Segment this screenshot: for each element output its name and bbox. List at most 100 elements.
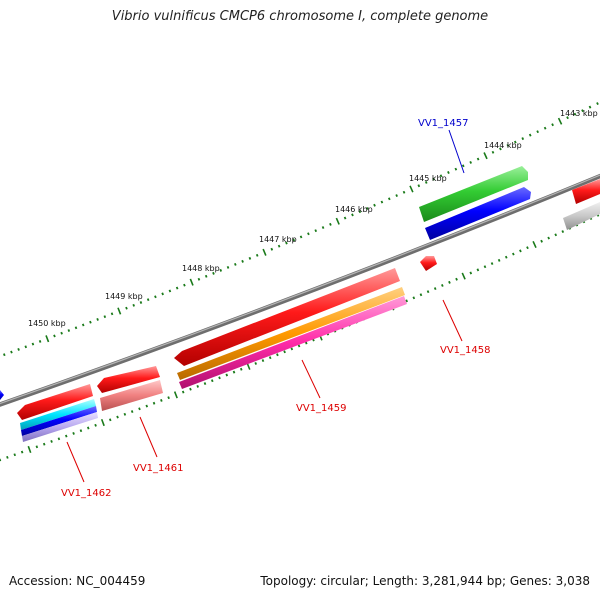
tick-ring-outer <box>3 102 599 357</box>
gene-forward-blue[interactable] <box>425 187 531 240</box>
tick-label-1445: 1445 kbp <box>409 174 447 183</box>
tick-minor <box>196 384 200 388</box>
tick-minor <box>387 197 391 201</box>
gene-vv1-1462-lavender[interactable] <box>22 412 98 442</box>
tick-minor <box>528 133 532 137</box>
tick-minor <box>234 262 237 266</box>
tick-minor <box>447 171 450 174</box>
tick-minor <box>283 350 286 354</box>
tick-minor <box>145 404 149 408</box>
tick-minor <box>154 295 157 299</box>
tick-minor <box>439 174 443 178</box>
tick-minor <box>513 140 517 144</box>
tick-minor <box>219 268 223 272</box>
tick-minor <box>426 290 430 294</box>
tick-minor <box>60 331 63 335</box>
tick-minor <box>3 353 6 357</box>
gene-forward-edge-red[interactable] <box>572 179 600 204</box>
tick-minor <box>506 144 510 147</box>
tick-minor <box>304 341 308 345</box>
tick-minor <box>64 434 68 438</box>
gene-label-vv1-1458[interactable]: VV1_1458 <box>440 345 491 356</box>
tick-minor <box>181 390 185 394</box>
gene-label-vv1-1461[interactable]: VV1_1461 <box>133 463 184 474</box>
tick-minor <box>519 249 522 253</box>
tick-minor <box>551 123 554 127</box>
gene-forward-edge-grey[interactable] <box>563 202 600 230</box>
gene-large-red[interactable] <box>174 268 400 366</box>
tick-minor <box>239 367 243 371</box>
tick-minor <box>419 293 423 297</box>
gene-label-vv1-1462[interactable]: VV1_1462 <box>61 488 112 499</box>
tick-label-1449: 1449 kbp <box>105 292 143 301</box>
tick-major <box>483 152 488 160</box>
tick-minor <box>254 362 258 365</box>
gene-vv1-1459-orange[interactable] <box>177 287 405 380</box>
tick-minor <box>226 265 230 269</box>
tick-minor <box>31 342 35 346</box>
tick-minor <box>483 265 487 269</box>
tick-minor <box>175 286 179 290</box>
tick-minor <box>543 126 547 130</box>
tick-minor <box>321 226 325 229</box>
tick-minor <box>232 370 236 374</box>
gene-vv1-1457[interactable] <box>419 166 528 222</box>
tick-minor <box>547 236 550 240</box>
tick-minor <box>138 407 141 411</box>
tick-minor <box>79 429 83 433</box>
gene-vv1-1462-red[interactable] <box>17 384 93 420</box>
tick-minor <box>53 334 56 338</box>
tick-minor <box>277 244 281 248</box>
gene-vv1-1461-red[interactable] <box>97 366 160 393</box>
accession-text: Accession: NC_004459 <box>9 574 146 588</box>
tick-major <box>557 117 563 125</box>
gene-vv1-1462-blue[interactable] <box>21 406 97 436</box>
tick-major <box>409 185 414 193</box>
tick-minor <box>110 312 114 316</box>
tick-minor <box>89 320 92 324</box>
tick-minor <box>116 415 119 419</box>
map-title: Vibrio vulnificus CMCP6 chromosome I, co… <box>111 9 489 24</box>
tick-minor <box>285 241 288 245</box>
chromosome-backbone-highlight <box>0 174 600 405</box>
gene-vv1-1462-cyan[interactable] <box>20 399 96 430</box>
tick-minor <box>314 229 318 233</box>
gene-label-vv1-1459[interactable]: VV1_1459 <box>296 403 347 414</box>
tick-minor <box>261 359 265 363</box>
reverse-genes <box>0 256 437 442</box>
tick-minor <box>17 347 20 351</box>
tick-minor <box>497 258 501 262</box>
tick-minor <box>103 315 107 319</box>
tick-minor <box>183 283 186 287</box>
tick-minor <box>168 289 172 293</box>
tick-minor <box>432 177 435 181</box>
tick-minor <box>490 262 494 266</box>
tick-minor <box>96 317 99 321</box>
tick-minor <box>35 445 39 449</box>
tick-major <box>461 272 466 280</box>
tick-minor <box>210 379 214 383</box>
tick-minor <box>417 184 421 188</box>
tick-minor <box>596 102 599 106</box>
gene-label-vv1-1457[interactable]: VV1_1457 <box>418 118 469 129</box>
gene-vv1-1461-salmon[interactable] <box>100 380 163 411</box>
gene-vv1-1458[interactable] <box>420 256 437 271</box>
gene-edge-blue[interactable] <box>0 390 4 400</box>
tick-minor <box>566 116 569 120</box>
tick-minor <box>123 412 127 416</box>
tick-minor <box>292 238 296 242</box>
tick-minor <box>248 256 252 260</box>
gene-vv1-1459-pink[interactable] <box>179 296 407 389</box>
tick-minor <box>412 296 416 300</box>
tick-minor <box>424 180 428 184</box>
tick-minor <box>57 437 61 441</box>
tick-minor <box>441 284 444 287</box>
tick-minor <box>270 247 274 251</box>
tick-minor <box>161 292 164 296</box>
tick-minor <box>476 157 480 161</box>
gene-labels: VV1_1457 VV1_1458 VV1_1459 VV1_1461 VV1_… <box>61 118 491 499</box>
tick-minor <box>139 301 143 304</box>
tick-major <box>27 445 32 454</box>
tick-minor <box>581 109 584 113</box>
